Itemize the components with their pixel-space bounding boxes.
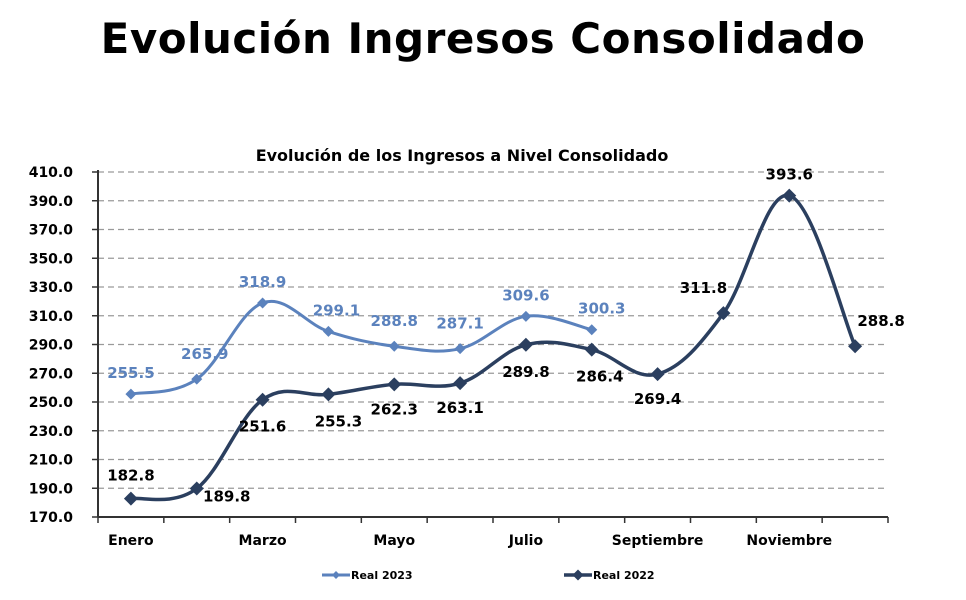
data-label-real-2022: 255.3 — [315, 412, 362, 430]
marker-real-2023 — [191, 373, 203, 385]
marker-real-2023 — [322, 325, 334, 337]
marker-real-2023 — [257, 297, 269, 309]
data-label-real-2023: 287.1 — [436, 315, 483, 333]
legend-item-real-2023: Real 2023 — [322, 569, 413, 582]
data-label-real-2023: 318.9 — [239, 273, 286, 291]
page-title: Evolución Ingresos Consolidado — [100, 14, 866, 63]
y-tick-label: 270.0 — [29, 366, 74, 382]
data-label-real-2022: 189.8 — [203, 488, 250, 506]
data-label-real-2022: 288.8 — [857, 312, 904, 330]
marker-real-2022 — [387, 377, 402, 392]
data-label-real-2022: 311.8 — [680, 279, 727, 297]
x-tick-label: Mayo — [373, 533, 415, 549]
marker-real-2023 — [520, 310, 532, 322]
data-label-real-2022: 286.4 — [576, 368, 623, 386]
marker-real-2022 — [782, 188, 797, 203]
data-label-real-2022: 182.8 — [107, 467, 154, 485]
y-tick-label: 390.0 — [29, 194, 74, 210]
y-tick-label: 310.0 — [29, 309, 74, 325]
marker-real-2022 — [584, 342, 599, 357]
y-tick-label: 370.0 — [29, 223, 74, 239]
x-tick-label: Marzo — [239, 533, 287, 549]
marker-real-2022 — [453, 376, 468, 391]
data-label-real-2023: 265.9 — [181, 345, 228, 363]
y-tick-label: 330.0 — [29, 280, 74, 296]
y-tick-label: 410.0 — [29, 165, 74, 181]
y-tick-label: 170.0 — [29, 510, 74, 526]
x-axis-ticks: Enero Marzo Mayo Julio Septiembre Noviembre — [97, 517, 889, 549]
data-label-real-2023: 299.1 — [313, 301, 360, 319]
data-label-real-2023: 300.3 — [578, 300, 625, 318]
marker-real-2022 — [255, 392, 270, 407]
legend-marker-diamond-icon — [332, 571, 340, 579]
y-tick-label: 290.0 — [29, 338, 74, 354]
data-label-real-2023: 288.8 — [371, 312, 418, 330]
data-label-real-2022: 289.8 — [502, 363, 549, 381]
marker-real-2023 — [454, 343, 466, 355]
y-tick-label: 190.0 — [29, 481, 74, 497]
x-tick-label: Septiembre — [612, 533, 704, 549]
data-label-real-2023: 255.5 — [107, 364, 154, 382]
y-tick-label: 350.0 — [29, 251, 74, 267]
marker-real-2023 — [388, 340, 400, 352]
legend-label: Real 2023 — [351, 569, 413, 582]
y-axis-ticks: 170.0 190.0 210.0 230.0 250.0 270.0 290.0 310.0… — [29, 165, 98, 526]
x-tick-label: Enero — [108, 533, 154, 549]
gridlines — [98, 171, 888, 489]
data-label-real-2022: 251.6 — [239, 418, 286, 436]
chart-title: Evolución de los Ingresos a Nivel Consol… — [256, 146, 669, 165]
marker-real-2022 — [321, 387, 336, 402]
data-labels: 182.8 189.8 251.6 255.3 262.3 263.1 289.8 286.4… — [107, 166, 905, 506]
y-tick-label: 230.0 — [29, 424, 74, 440]
x-tick-label: Julio — [508, 533, 544, 549]
series-line-real-2022 — [129, 193, 857, 502]
data-label-real-2022: 269.4 — [634, 390, 681, 408]
x-tick-label: Noviembre — [746, 533, 832, 549]
legend-label: Real 2022 — [593, 569, 655, 582]
legend: Real 2023 Real 2022 — [322, 569, 655, 582]
marker-real-2022 — [123, 491, 138, 506]
marker-real-2023 — [586, 324, 598, 336]
legend-item-real-2022: Real 2022 — [564, 569, 655, 582]
series-lines — [129, 193, 857, 502]
data-label-real-2023: 309.6 — [502, 286, 549, 304]
data-label-real-2022: 393.6 — [766, 166, 813, 184]
marker-real-2022 — [848, 339, 863, 354]
legend-marker-diamond-icon — [572, 569, 584, 581]
series-markers — [123, 188, 863, 506]
data-label-real-2022: 263.1 — [436, 399, 483, 417]
marker-real-2023 — [125, 388, 137, 400]
series-line-real-2023 — [129, 299, 594, 396]
marker-real-2022 — [716, 306, 731, 321]
marker-real-2022 — [650, 367, 665, 382]
marker-real-2022 — [518, 337, 533, 352]
y-tick-label: 210.0 — [29, 453, 74, 469]
marker-real-2022 — [189, 481, 204, 496]
y-tick-label: 250.0 — [29, 395, 74, 411]
data-label-real-2022: 262.3 — [371, 400, 418, 418]
